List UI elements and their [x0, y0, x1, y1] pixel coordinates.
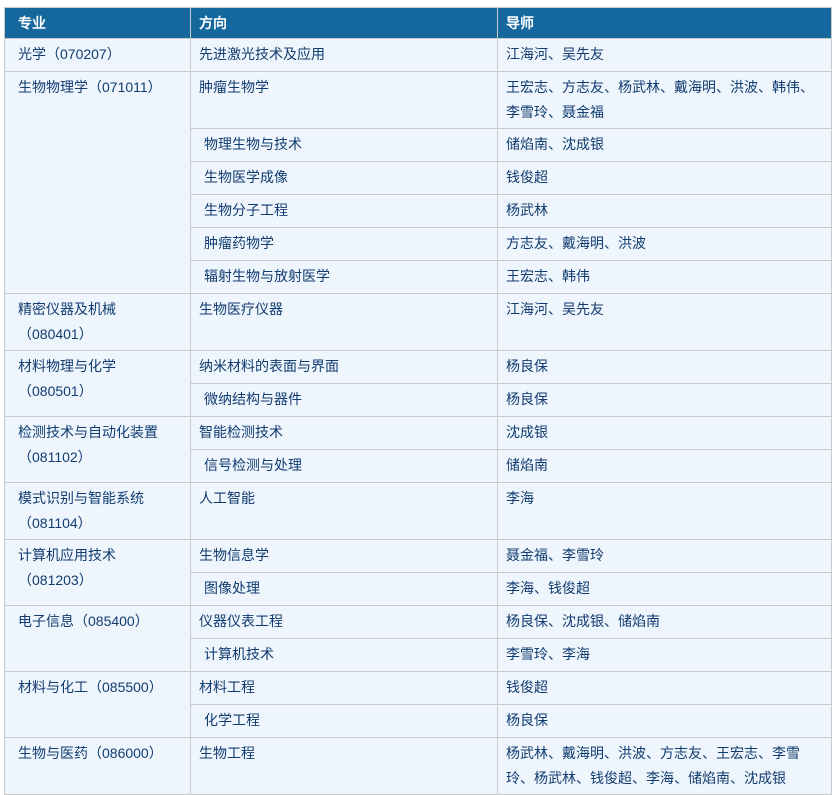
direction-cell: 微纳结构与器件: [190, 383, 498, 417]
direction-cell: 先进激光技术及应用: [190, 38, 498, 72]
major-cell: 精密仪器及机械（080401）: [4, 293, 191, 351]
table-row: 模式识别与智能系统（081104） 人工智能 李海: [4, 482, 832, 540]
major-cell: 生物与医药（086000）: [4, 737, 191, 795]
table-row: 电子信息（085400） 仪器仪表工程 杨良保、沈成银、储焰南: [4, 605, 832, 672]
advisors-cell: 李雪玲、李海: [497, 638, 832, 672]
header-row: 专业 方向 导师: [4, 7, 832, 39]
table-row: 材料物理与化学（080501） 纳米材料的表面与界面 杨良保: [4, 350, 832, 417]
direction-cell: 肿瘤药物学: [190, 227, 498, 261]
table-row: 化学工程 杨良保: [5, 704, 832, 738]
advisors-cell: 王宏志、韩伟: [497, 260, 832, 294]
column-header-advisors: 导师: [497, 7, 832, 39]
direction-cell: 计算机技术: [190, 638, 498, 672]
direction-cell: 生物工程: [190, 737, 498, 795]
advisors-cell: 杨武林: [497, 194, 832, 228]
table-row: 肿瘤药物学 方志友、戴海明、洪波: [5, 227, 832, 261]
direction-cell: 信号检测与处理: [190, 449, 498, 483]
table-row: 生物分子工程 杨武林: [5, 194, 832, 228]
direction-cell: 辐射生物与放射医学: [190, 260, 498, 294]
advisors-cell: 江海河、吴先友: [497, 38, 832, 72]
table-row: 生物物理学（071011） 肿瘤生物学 王宏志、方志友、杨武林、戴海明、洪波、韩…: [4, 71, 832, 294]
advisors-cell: 沈成银: [497, 416, 832, 450]
advisors-cell: 杨良保: [497, 350, 832, 384]
advisors-cell: 储焰南、沈成银: [497, 128, 832, 162]
table-row: 计算机应用技术（081203） 生物信息学 聂金福、李雪玲: [4, 539, 832, 606]
majors-directions-advisors-table: 专业 方向 导师 光学（070207） 先进激光技术及应用 江海河、吴先友 生物…: [4, 7, 832, 795]
table-row: 辐射生物与放射医学 王宏志、韩伟: [5, 260, 832, 294]
advisors-cell: 杨良保、沈成银、储焰南: [497, 605, 832, 639]
direction-cell: 仪器仪表工程: [190, 605, 498, 639]
advisors-cell: 杨良保: [497, 383, 832, 417]
advisors-cell: 王宏志、方志友、杨武林、戴海明、洪波、韩伟、李雪玲、聂金福: [497, 71, 832, 129]
direction-cell: 生物分子工程: [190, 194, 498, 228]
advisors-cell: 江海河、吴先友: [497, 293, 832, 351]
direction-cell: 肿瘤生物学: [190, 71, 498, 129]
table-row: 精密仪器及机械（080401） 生物医疗仪器 江海河、吴先友: [4, 293, 832, 351]
advisors-cell: 杨武林、戴海明、洪波、方志友、王宏志、李雪玲、杨武林、钱俊超、李海、储焰南、沈成…: [497, 737, 832, 795]
table-row: 微纳结构与器件 杨良保: [5, 383, 832, 417]
table-row: 信号检测与处理 储焰南: [5, 449, 832, 483]
column-header-direction: 方向: [190, 7, 498, 39]
table-row: 图像处理 李海、钱俊超: [5, 572, 832, 606]
direction-cell: 人工智能: [190, 482, 498, 540]
major-cell: 生物物理学（071011）: [4, 71, 191, 294]
advisors-cell: 钱俊超: [497, 671, 832, 705]
direction-cell: 生物医学成像: [190, 161, 498, 195]
table-row: 物理生物与技术 储焰南、沈成银: [5, 128, 832, 162]
table-row: 检测技术与自动化装置（081102） 智能检测技术 沈成银: [4, 416, 832, 483]
direction-cell: 物理生物与技术: [190, 128, 498, 162]
major-cell: 电子信息（085400）: [4, 605, 191, 672]
direction-cell: 纳米材料的表面与界面: [190, 350, 498, 384]
advisors-cell: 李海: [497, 482, 832, 540]
table-row: 生物与医药（086000） 生物工程 杨武林、戴海明、洪波、方志友、王宏志、李雪…: [4, 737, 832, 795]
advisors-cell: 聂金福、李雪玲: [497, 539, 832, 573]
major-cell: 计算机应用技术（081203）: [4, 539, 191, 606]
table-row: 光学（070207） 先进激光技术及应用 江海河、吴先友: [4, 38, 832, 72]
advisors-cell: 方志友、戴海明、洪波: [497, 227, 832, 261]
table-row: 材料与化工（085500） 材料工程 钱俊超: [4, 671, 832, 738]
major-cell: 材料物理与化学（080501）: [4, 350, 191, 417]
advisors-cell: 储焰南: [497, 449, 832, 483]
major-cell: 材料与化工（085500）: [4, 671, 191, 738]
direction-cell: 化学工程: [190, 704, 498, 738]
advisors-cell: 杨良保: [497, 704, 832, 738]
advisors-cell: 李海、钱俊超: [497, 572, 832, 606]
direction-cell: 材料工程: [190, 671, 498, 705]
major-cell: 光学（070207）: [4, 38, 191, 72]
direction-cell: 智能检测技术: [190, 416, 498, 450]
majors-table-container: 专业 方向 导师 光学（070207） 先进激光技术及应用 江海河、吴先友 生物…: [4, 7, 832, 795]
advisors-cell: 钱俊超: [497, 161, 832, 195]
column-header-major: 专业: [4, 7, 191, 39]
direction-cell: 生物医疗仪器: [190, 293, 498, 351]
direction-cell: 图像处理: [190, 572, 498, 606]
major-cell: 模式识别与智能系统（081104）: [4, 482, 191, 540]
direction-cell: 生物信息学: [190, 539, 498, 573]
major-cell: 检测技术与自动化装置（081102）: [4, 416, 191, 483]
